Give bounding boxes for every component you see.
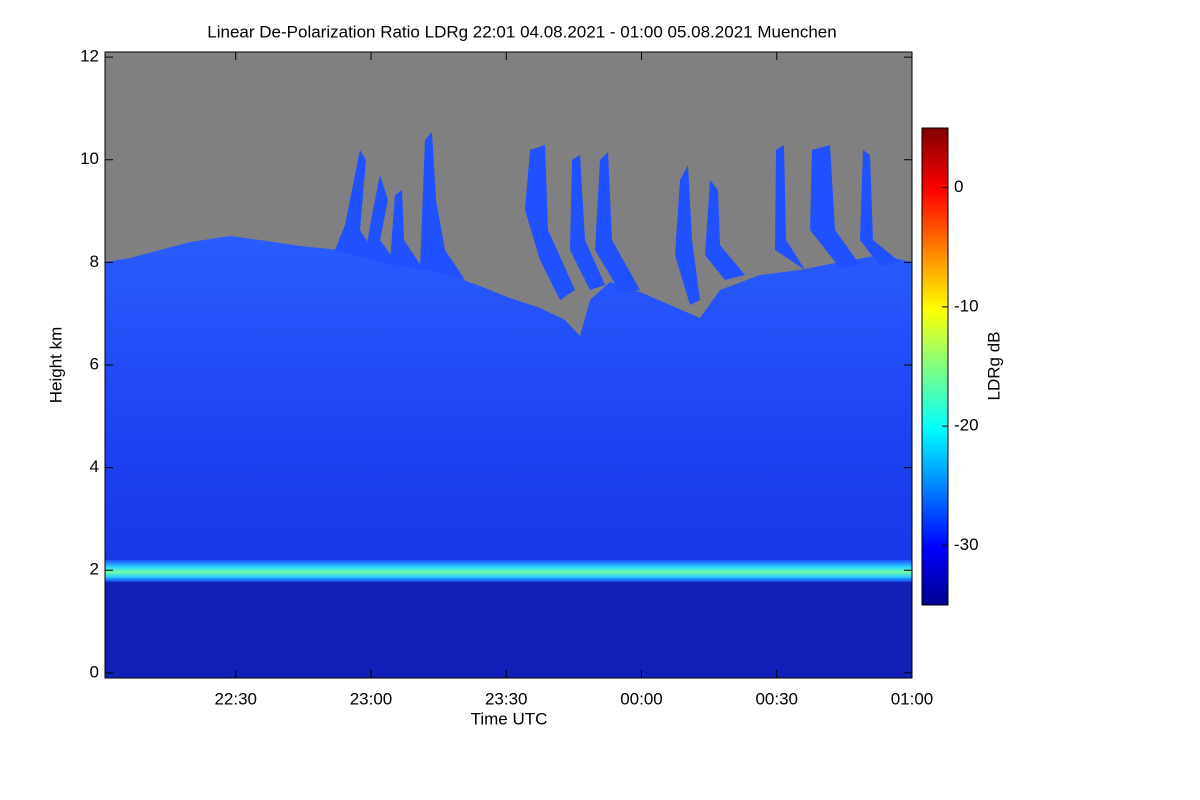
x-tick-label: 00:00 bbox=[620, 689, 663, 708]
x-tick-label: 23:00 bbox=[350, 689, 393, 708]
y-tick-label: 6 bbox=[90, 354, 99, 373]
x-tick-label: 01:00 bbox=[891, 689, 934, 708]
x-tick-label: 23:30 bbox=[485, 689, 528, 708]
y-tick-label: 4 bbox=[90, 457, 99, 476]
colorbar-tick-label: -20 bbox=[954, 416, 979, 435]
colorbar-tick-label: -30 bbox=[954, 535, 979, 554]
y-tick-label: 0 bbox=[90, 662, 99, 681]
y-axis-label: Height km bbox=[46, 327, 65, 404]
colorbar-label: LDRg dB bbox=[984, 332, 1003, 401]
x-axis-label: Time UTC bbox=[471, 709, 548, 728]
x-tick-label: 00:30 bbox=[755, 689, 798, 708]
heatmap-field bbox=[105, 52, 912, 678]
colorbar bbox=[921, 127, 949, 606]
y-tick-label: 10 bbox=[80, 149, 99, 168]
colorbar-tick-label: 0 bbox=[954, 177, 963, 196]
colorbar-tick-label: -10 bbox=[954, 296, 979, 315]
y-tick-label: 2 bbox=[90, 560, 99, 579]
y-tick-label: 12 bbox=[80, 47, 99, 66]
x-tick-label: 22:30 bbox=[214, 689, 257, 708]
chart-title: Linear De-Polarization Ratio LDRg 22:01 … bbox=[207, 22, 836, 41]
y-tick-label: 8 bbox=[90, 252, 99, 271]
